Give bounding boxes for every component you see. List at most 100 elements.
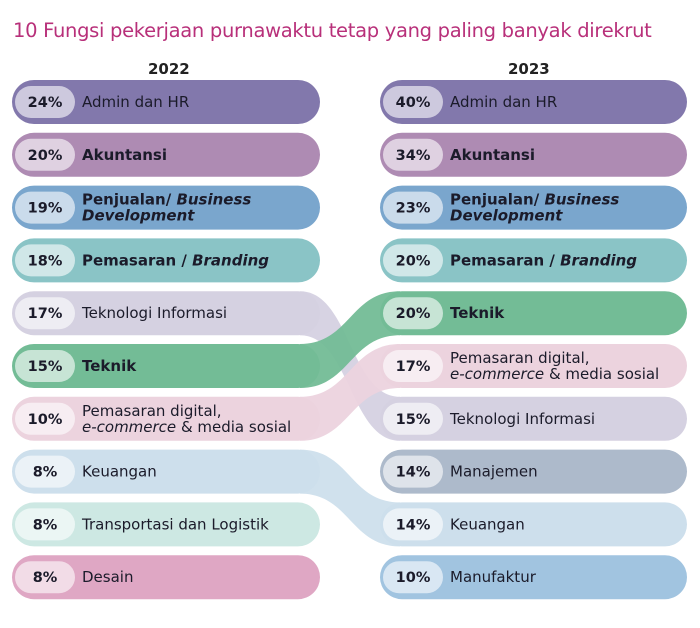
bar-shape (380, 449, 687, 494)
category-label: Manajemen (450, 463, 538, 481)
value-label: 10% (28, 412, 63, 428)
category-label: Development (450, 207, 563, 225)
value-label: 24% (28, 95, 63, 111)
bar-shape (380, 132, 687, 177)
value-pill (15, 244, 75, 277)
bar-shape (12, 291, 320, 336)
value-label: 18% (28, 253, 63, 269)
value-label: 14% (396, 517, 431, 533)
category-label: Teknologi Informasi (449, 410, 595, 428)
bar-2022-akuntansi: 20% Akuntansi (12, 132, 320, 177)
category-label: Teknologi Informasi (81, 304, 227, 322)
connector-digital (300, 344, 400, 441)
bar-2022-transportasi: 8% Transportasi dan Logistik (12, 502, 320, 547)
bar-shape (380, 291, 687, 336)
category-label: Admin dan HR (450, 93, 557, 111)
bar-shape (380, 502, 687, 547)
value-label: 23% (396, 201, 431, 217)
value-pill (15, 297, 75, 330)
bar-2022-admin: 24% Admin dan HR (12, 80, 320, 124)
bar-shape (380, 555, 687, 600)
bar-2023-akuntansi: 34% Akuntansi (380, 132, 687, 177)
value-pill (383, 86, 443, 118)
value-label: 19% (28, 201, 63, 217)
bar-2022-ti: 17% Teknologi Informasi (12, 291, 320, 336)
value-label: 20% (396, 306, 431, 322)
bar-shape (380, 344, 687, 388)
value-label: 10% (396, 570, 431, 586)
bar-shape (12, 396, 320, 441)
category-label: Keuangan (450, 515, 525, 533)
category-label: e-commerce & media sosial (450, 365, 659, 383)
bar-2023-manajemen: 14% Manajemen (380, 449, 687, 494)
value-label: 15% (396, 412, 431, 428)
value-label: 8% (33, 570, 58, 586)
value-pill (15, 138, 75, 171)
value-pill (383, 350, 443, 382)
bar-2023-manufaktur: 10% Manufaktur (380, 555, 687, 600)
category-label: Pemasaran / Branding (450, 251, 637, 269)
bar-shape (12, 344, 320, 388)
bar-2022-pemasaran: 18% Pemasaran / Branding (12, 238, 320, 283)
value-pill (383, 508, 443, 541)
connector-teknik (300, 291, 400, 388)
bar-2023-digital: 17% Pemasaran digital,e-commerce & media … (380, 344, 687, 388)
bar-2023-keuangan: 14% Keuangan (380, 502, 687, 547)
category-label: Transportasi dan Logistik (81, 515, 269, 533)
bar-2023-admin: 40% Admin dan HR (380, 80, 687, 124)
bar-2022-digital: 10% Pemasaran digital,e-commerce & media … (12, 396, 320, 441)
value-pill (383, 561, 443, 594)
connector-ti (300, 291, 400, 441)
category-label: Admin dan HR (82, 93, 189, 111)
value-label: 20% (396, 253, 431, 269)
bar-shape (12, 185, 320, 230)
bar-shape (12, 132, 320, 177)
category-label: Pemasaran digital, (82, 402, 222, 420)
value-label: 34% (396, 148, 431, 164)
bar-shape (380, 238, 687, 283)
value-pill (15, 455, 75, 488)
category-label: Akuntansi (450, 146, 535, 164)
connector-keuangan (300, 449, 400, 547)
value-label: 40% (396, 95, 431, 111)
value-pill (383, 191, 443, 224)
connector-layer (300, 291, 400, 547)
value-label: 8% (33, 517, 58, 533)
bar-shape (12, 555, 320, 600)
category-label: Penjualan/ Business (450, 191, 619, 209)
value-pill (383, 138, 443, 171)
bar-shape (12, 80, 320, 124)
bar-2023-teknik: 20% Teknik (380, 291, 687, 336)
bar-2023-ti: 15% Teknologi Informasi (380, 396, 687, 441)
value-pill (383, 402, 443, 435)
category-label: Development (82, 207, 195, 225)
value-pill (15, 86, 75, 118)
category-label: Akuntansi (82, 146, 167, 164)
category-label: Desain (82, 568, 133, 586)
category-label: Teknik (450, 304, 505, 322)
category-label: Keuangan (82, 463, 157, 481)
year-label-right: 2023 (508, 60, 550, 78)
value-label: 20% (28, 148, 63, 164)
category-label: Pemasaran / Branding (82, 251, 269, 269)
bar-2022-teknik: 15% Teknik (12, 344, 320, 388)
bar-2022-keuangan: 8% Keuangan (12, 449, 320, 494)
bar-shape (380, 80, 687, 124)
bar-shape (380, 185, 687, 230)
category-label: Manufaktur (450, 568, 537, 586)
value-pill (383, 455, 443, 488)
chart-title: 10 Fungsi pekerjaan purnawaktu tetap yan… (13, 19, 652, 42)
bar-2023-pemasaran: 20% Pemasaran / Branding (380, 238, 687, 283)
value-label: 15% (28, 359, 63, 375)
bar-shape (380, 396, 687, 441)
category-label: Teknik (82, 357, 137, 375)
bar-2022-desain: 8% Desain (12, 555, 320, 600)
category-label: Pemasaran digital, (450, 349, 590, 367)
value-pill (383, 297, 443, 330)
value-pill (383, 244, 443, 277)
value-pill (15, 561, 75, 594)
value-label: 14% (396, 465, 431, 481)
